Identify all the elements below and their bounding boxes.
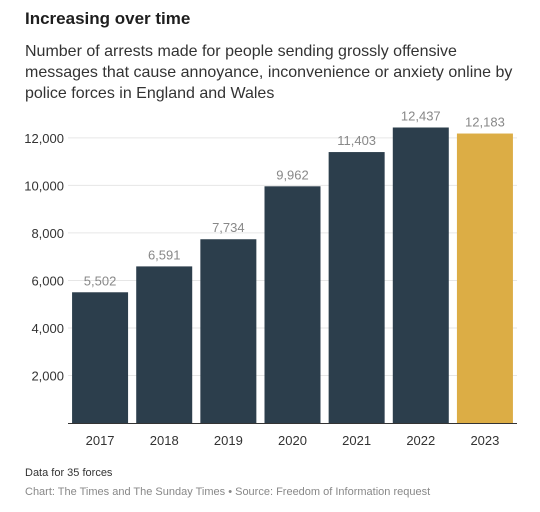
x-tick-label-2019: 2019 [214,433,243,448]
value-labels: 5,502 6,591 7,734 9,962 11,403 12,437 12,183 [84,108,505,288]
y-tick-label: 2,000 [31,368,64,383]
bars [72,127,513,424]
x-tick-label-2022: 2022 [406,433,435,448]
bar-2018 [136,266,193,423]
bar-2020 [264,186,321,423]
value-label-2017: 5,502 [84,273,117,288]
bar-2021 [328,152,385,424]
x-tick-label-2018: 2018 [150,433,179,448]
y-tick-label: 12,000 [24,131,64,146]
value-label-2019: 7,734 [212,220,245,235]
y-tick-label: 10,000 [24,178,64,193]
chart-note: Data for 35 forces [25,467,113,479]
y-axis-labels: 2,000 4,000 6,000 8,000 10,000 12,000 [24,131,64,384]
x-tick-label-2021: 2021 [342,433,371,448]
value-label-2021: 11,403 [337,133,376,148]
value-label-2023: 12,183 [465,115,505,130]
y-tick-label: 8,000 [31,226,64,241]
bar-2019 [200,239,257,423]
value-label-2020: 9,962 [276,167,309,182]
bar-2017 [72,292,129,423]
x-tick-label-2023: 2023 [470,433,499,448]
value-label-2018: 6,591 [148,247,181,262]
x-axis-labels: 2017 2018 2019 2020 2021 2022 2023 [86,433,500,448]
chart-title: Increasing over time [25,9,191,28]
x-tick-label-2020: 2020 [278,433,307,448]
chart-source: Chart: The Times and The Sunday Times • … [25,486,431,498]
y-tick-label: 6,000 [31,273,64,288]
x-tick-label-2017: 2017 [86,433,115,448]
chart-subtitle: Number of arrests made for people sendin… [25,43,513,102]
bar-2022 [392,127,449,423]
bar-2023 [456,133,513,423]
y-tick-label: 4,000 [31,321,64,336]
value-label-2022: 12,437 [401,108,441,123]
